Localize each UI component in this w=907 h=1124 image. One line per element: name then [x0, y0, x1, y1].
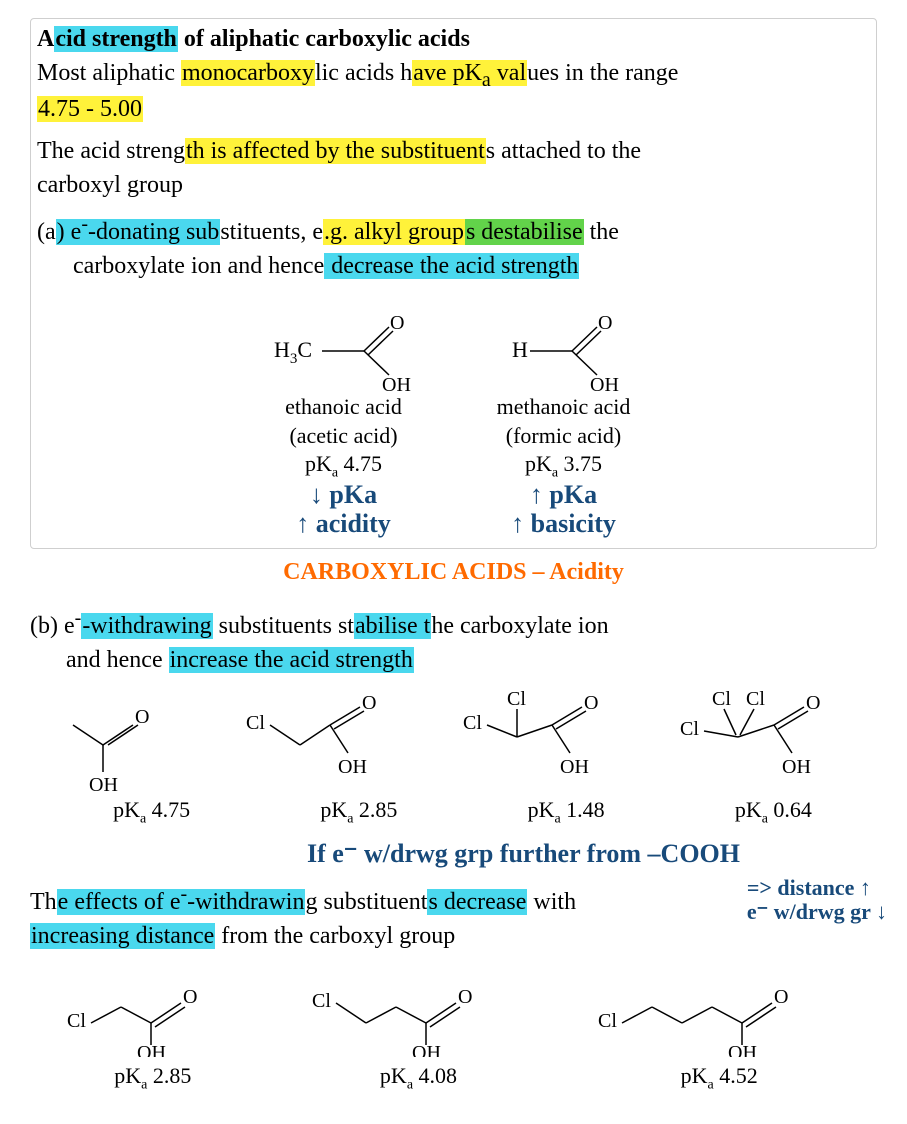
hand-note-ethanoic-2: ↑ acidity	[296, 510, 391, 539]
svg-text:Cl: Cl	[746, 688, 765, 710]
part-b-line-1: (b) e--withdrawing substituents stabilis…	[30, 604, 877, 644]
svg-text:O: O	[390, 313, 404, 334]
structure-methanoic-icon: H O OH	[484, 313, 644, 393]
pka-c-2: pKa 4.52	[594, 1063, 844, 1093]
svg-text:OH: OH	[338, 756, 367, 778]
structure-trichloroacetic-icon: Cl Cl Cl O OH	[674, 687, 854, 797]
affect-line-2: carboxyl group	[37, 169, 870, 203]
svg-text:Cl: Cl	[312, 990, 331, 1012]
svg-text:O: O	[774, 986, 788, 1008]
hand-note-ethanoic-1: ↓ pKa	[310, 481, 377, 510]
svg-text:OH: OH	[89, 774, 118, 796]
title-line: Acid strength of aliphatic carboxylic ac…	[37, 23, 870, 57]
hand-note-methanoic-2: ↑ basicity	[511, 510, 616, 539]
svg-text:Cl: Cl	[463, 712, 482, 734]
svg-text:OH: OH	[728, 1042, 757, 1057]
svg-text:O: O	[135, 706, 149, 728]
svg-text:OH: OH	[590, 374, 619, 393]
structure-chloroacetic-icon: Cl O OH	[240, 687, 410, 797]
svg-text:OH: OH	[382, 374, 411, 393]
svg-text:O: O	[362, 692, 376, 714]
structure-3cl-icon: Cl O OH	[308, 967, 528, 1057]
pka-b-1: pKa 2.85	[269, 797, 449, 827]
methanoic-pka: pKa 3.75	[525, 451, 602, 481]
structure-ethanoic-icon: H3C O OH	[264, 313, 424, 393]
part-a-line-1: (a) e--donating substituents, e.g. alkyl…	[37, 210, 870, 250]
pka-c-1: pKa 4.08	[308, 1063, 528, 1093]
svg-text:Cl: Cl	[680, 718, 699, 740]
svg-text:H: H	[512, 337, 528, 362]
svg-text:OH: OH	[560, 756, 589, 778]
distance-line-2: increasing distance from the carboxyl gr…	[30, 920, 877, 954]
svg-text:H3C: H3C	[274, 337, 312, 367]
structure-acetic-icon: O OH	[53, 687, 193, 797]
svg-text:OH: OH	[137, 1042, 166, 1057]
svg-text:O: O	[458, 986, 472, 1008]
svg-text:O: O	[183, 986, 197, 1008]
hand-note-methanoic-1: ↑ pKa	[530, 481, 597, 510]
ethanoic-name: ethanoic acid	[285, 393, 402, 422]
structure-4cl-icon: Cl O OH	[594, 967, 844, 1057]
panel-section-a: Acid strength of aliphatic carboxylic ac…	[30, 18, 877, 549]
intro-line-1: Most aliphatic monocarboxylic acids have…	[37, 57, 870, 94]
svg-text:Cl: Cl	[246, 712, 265, 734]
intro-line-2: 4.75 - 5.00	[37, 93, 870, 127]
svg-text:O: O	[584, 692, 598, 714]
svg-text:Cl: Cl	[67, 1010, 86, 1032]
structure-dichloroacetic-icon: Cl Cl O OH	[457, 687, 627, 797]
ethanoic-alt: (acetic acid)	[289, 422, 397, 451]
svg-text:OH: OH	[412, 1042, 441, 1057]
pka-c-0: pKa 2.85	[63, 1063, 243, 1093]
affect-line-1: The acid strength is affected by the sub…	[37, 135, 870, 169]
structure-2cl-icon: Cl O OH	[63, 967, 243, 1057]
molecule-methanoic: H O OH methanoic acid (formic acid) pKa …	[484, 313, 644, 538]
hand-note-middle: If e⁻ w/drwg grp further from –COOH	[170, 840, 877, 869]
svg-text:O: O	[598, 313, 612, 334]
svg-text:OH: OH	[782, 756, 811, 778]
pka-b-3: pKa 0.64	[683, 797, 863, 827]
svg-text:O: O	[806, 692, 820, 714]
ethanoic-pka: pKa 4.75	[305, 451, 382, 481]
svg-text:Cl: Cl	[712, 688, 731, 710]
svg-text:Cl: Cl	[507, 688, 526, 710]
section-2-title: CARBOXYLIC ACIDS – Acidity	[30, 559, 877, 586]
pka-b-0: pKa 4.75	[62, 797, 242, 827]
hand-note-right: => distance ↑ e⁻ w/drwg gr ↓	[747, 876, 887, 924]
methanoic-name: methanoic acid	[497, 393, 631, 422]
pka-b-2: pKa 1.48	[476, 797, 656, 827]
part-b-line-2: and hence increase the acid strength	[66, 644, 877, 678]
methanoic-alt: (formic acid)	[506, 422, 621, 451]
svg-text:Cl: Cl	[598, 1010, 617, 1032]
part-a-line-2: carboxylate ion and hence decrease the a…	[73, 250, 870, 284]
molecule-ethanoic: H3C O OH ethanoic acid (acetic acid) pKa…	[264, 313, 424, 538]
